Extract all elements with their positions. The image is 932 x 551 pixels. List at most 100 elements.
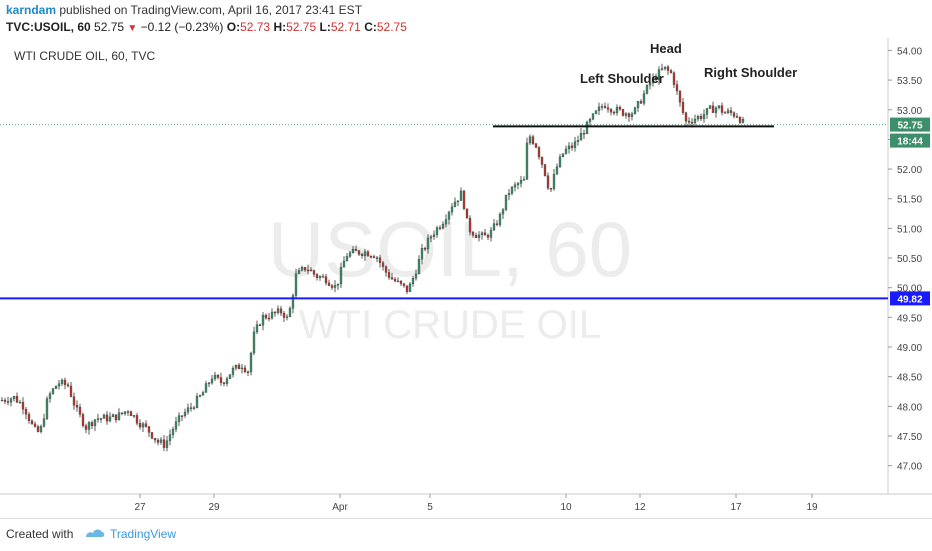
candle-body — [366, 251, 370, 257]
candle-body — [147, 426, 151, 433]
candle-body — [570, 145, 574, 148]
candle-body — [444, 219, 448, 225]
candle-body — [426, 237, 430, 250]
candle-body — [306, 269, 310, 272]
x-tick-label: 12 — [634, 502, 646, 513]
candle-body — [183, 411, 187, 416]
candle-body — [720, 105, 724, 113]
candle-body — [75, 405, 79, 408]
candle-body — [540, 156, 544, 165]
candle-body — [216, 374, 220, 378]
candle-body — [603, 106, 607, 108]
candle-body — [255, 324, 259, 333]
candle-body — [516, 183, 520, 186]
y-tick-label: 50.50 — [897, 254, 922, 265]
candle-body — [660, 68, 664, 70]
candle-body — [207, 382, 211, 385]
candle-body — [330, 285, 334, 288]
candle-body — [672, 72, 676, 85]
candle-body — [333, 285, 337, 288]
candle-body — [519, 180, 523, 184]
candle-body — [576, 140, 580, 142]
candle-body — [348, 252, 352, 257]
candle-body — [585, 121, 589, 135]
candle-body — [141, 423, 145, 428]
price-change: −0.12 (−0.23%) — [140, 20, 224, 34]
candle-body — [219, 377, 223, 383]
candle-body — [102, 414, 106, 419]
chart-title: WTI CRUDE OIL, 60, TVC — [14, 49, 155, 63]
candle-body — [654, 77, 658, 80]
y-tick-label: 51.00 — [897, 224, 922, 235]
candle-body — [741, 119, 745, 123]
candle-body — [471, 231, 475, 236]
candle-body — [681, 102, 685, 113]
candle-body — [693, 118, 697, 123]
candle-body — [573, 141, 577, 148]
y-tick-label: 52.00 — [897, 165, 922, 176]
candle-body — [222, 382, 226, 384]
candle-body — [51, 388, 55, 394]
candle-body — [288, 308, 292, 317]
chart-area[interactable]: USOIL, 60 WTI CRUDE OIL WTI CRUDE OIL, 6… — [0, 38, 932, 518]
candle-body — [621, 109, 625, 116]
candle-body — [402, 283, 406, 286]
candle-body — [423, 248, 427, 250]
candle-body — [246, 371, 250, 373]
candle-body — [492, 223, 496, 231]
candle-body — [705, 108, 709, 115]
candle-body — [315, 274, 319, 278]
y-tick-label: 54.00 — [897, 46, 922, 57]
candle-body — [453, 201, 457, 207]
candle-body — [294, 273, 298, 296]
candle-body — [714, 107, 718, 113]
x-tick-label: 5 — [427, 502, 433, 513]
candle-body — [663, 66, 667, 69]
candle-body — [117, 412, 121, 421]
candle-body — [273, 311, 277, 314]
candle-body — [135, 415, 139, 424]
y-tick-label: 48.50 — [897, 373, 922, 384]
candle-body — [555, 166, 559, 175]
candle-body — [240, 367, 244, 370]
candle-body — [501, 209, 505, 215]
candle-body — [342, 260, 346, 268]
candle-body — [468, 218, 472, 233]
candle-body — [534, 143, 538, 148]
annotation-right-shoulder: Right Shoulder — [704, 65, 797, 80]
candle-body — [657, 69, 661, 80]
candle-body — [546, 175, 550, 189]
candle-body — [594, 110, 598, 114]
candle-body — [81, 414, 85, 426]
candle-body — [252, 331, 256, 354]
candle-body — [108, 416, 112, 422]
candle-body — [39, 426, 43, 432]
candle-body — [336, 283, 340, 286]
candle-body — [549, 188, 553, 190]
author-link[interactable]: karndam — [6, 3, 57, 17]
candle-body — [561, 153, 565, 157]
candle-body — [153, 438, 157, 441]
candle-body — [459, 190, 463, 201]
tradingview-brand-link[interactable]: TradingView — [110, 527, 177, 541]
candle-body — [357, 250, 361, 255]
candle-body — [462, 190, 466, 209]
close-value: 52.75 — [376, 20, 407, 34]
candle-body — [156, 439, 160, 443]
overlay-group: 49.82 52.75 18:44 — [0, 117, 930, 306]
candle-body — [282, 312, 286, 318]
down-triangle-icon: ▼ — [127, 23, 138, 34]
candle-body — [72, 396, 76, 406]
x-tick-label: 29 — [208, 502, 220, 513]
candle-body — [27, 414, 31, 421]
candle-body — [525, 142, 529, 180]
y-tick-label: 49.00 — [897, 343, 922, 354]
y-tick-label: 47.00 — [897, 462, 922, 473]
candle-body — [558, 156, 562, 167]
candle-body — [165, 440, 169, 448]
candle-body — [36, 426, 40, 432]
candle-body — [396, 280, 400, 283]
candle-body — [159, 439, 163, 443]
candle-body — [267, 317, 271, 320]
candle-body — [177, 415, 181, 422]
